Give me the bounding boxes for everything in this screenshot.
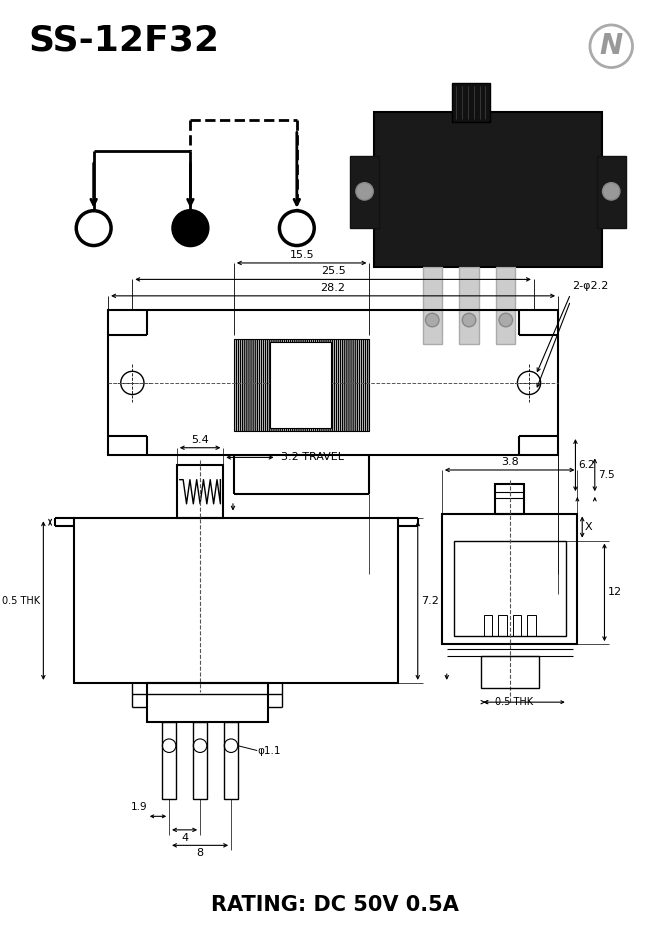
Bar (495, 485, 524, 514)
Text: 1.9: 1.9 (131, 802, 148, 811)
Text: 5.4: 5.4 (191, 435, 209, 445)
Bar (459, 267, 479, 345)
Circle shape (356, 183, 373, 200)
Bar (193, 721, 207, 799)
Bar (481, 655, 538, 687)
Text: 0.5 THK: 0.5 THK (495, 697, 533, 707)
Text: 25.5: 25.5 (321, 267, 345, 276)
Circle shape (603, 183, 620, 200)
Text: RATING: DC 50V 0.5A: RATING: DC 50V 0.5A (211, 895, 459, 915)
Bar (163, 721, 176, 799)
Bar (498, 615, 507, 637)
Text: 7.2: 7.2 (421, 595, 439, 606)
Bar (452, 83, 491, 122)
Bar (224, 721, 238, 799)
Text: 3.8: 3.8 (501, 457, 518, 467)
Bar (270, 343, 330, 428)
Circle shape (173, 210, 208, 245)
Bar (454, 541, 566, 637)
Text: 28.2: 28.2 (321, 283, 345, 293)
Text: 2-φ2.2: 2-φ2.2 (573, 281, 609, 291)
Text: N: N (599, 32, 623, 60)
Text: 4: 4 (181, 833, 188, 843)
Bar (527, 615, 536, 637)
Text: 8: 8 (196, 848, 203, 858)
Circle shape (499, 314, 513, 327)
Bar (108, 311, 558, 455)
Text: 0.5 THK: 0.5 THK (3, 595, 40, 606)
Text: SS-12F32: SS-12F32 (29, 23, 220, 57)
Bar (483, 615, 492, 637)
Text: φ1.1: φ1.1 (257, 746, 281, 756)
Text: 3.2 TRAVEL: 3.2 TRAVEL (281, 453, 344, 462)
Circle shape (462, 314, 476, 327)
Bar (422, 267, 442, 345)
Bar (75, 518, 399, 683)
Bar (513, 615, 521, 637)
Text: X: X (585, 522, 593, 532)
Circle shape (426, 314, 439, 327)
Text: 15.5: 15.5 (290, 250, 314, 260)
Text: 7.5: 7.5 (597, 470, 614, 480)
Bar (147, 683, 268, 721)
Text: 12: 12 (607, 588, 621, 597)
Bar (496, 267, 515, 345)
Bar (177, 465, 224, 518)
Bar (597, 156, 626, 228)
Bar (234, 339, 369, 431)
Bar (442, 514, 577, 644)
Text: 6.2: 6.2 (579, 460, 595, 470)
Bar (350, 156, 379, 228)
Bar (374, 112, 601, 267)
